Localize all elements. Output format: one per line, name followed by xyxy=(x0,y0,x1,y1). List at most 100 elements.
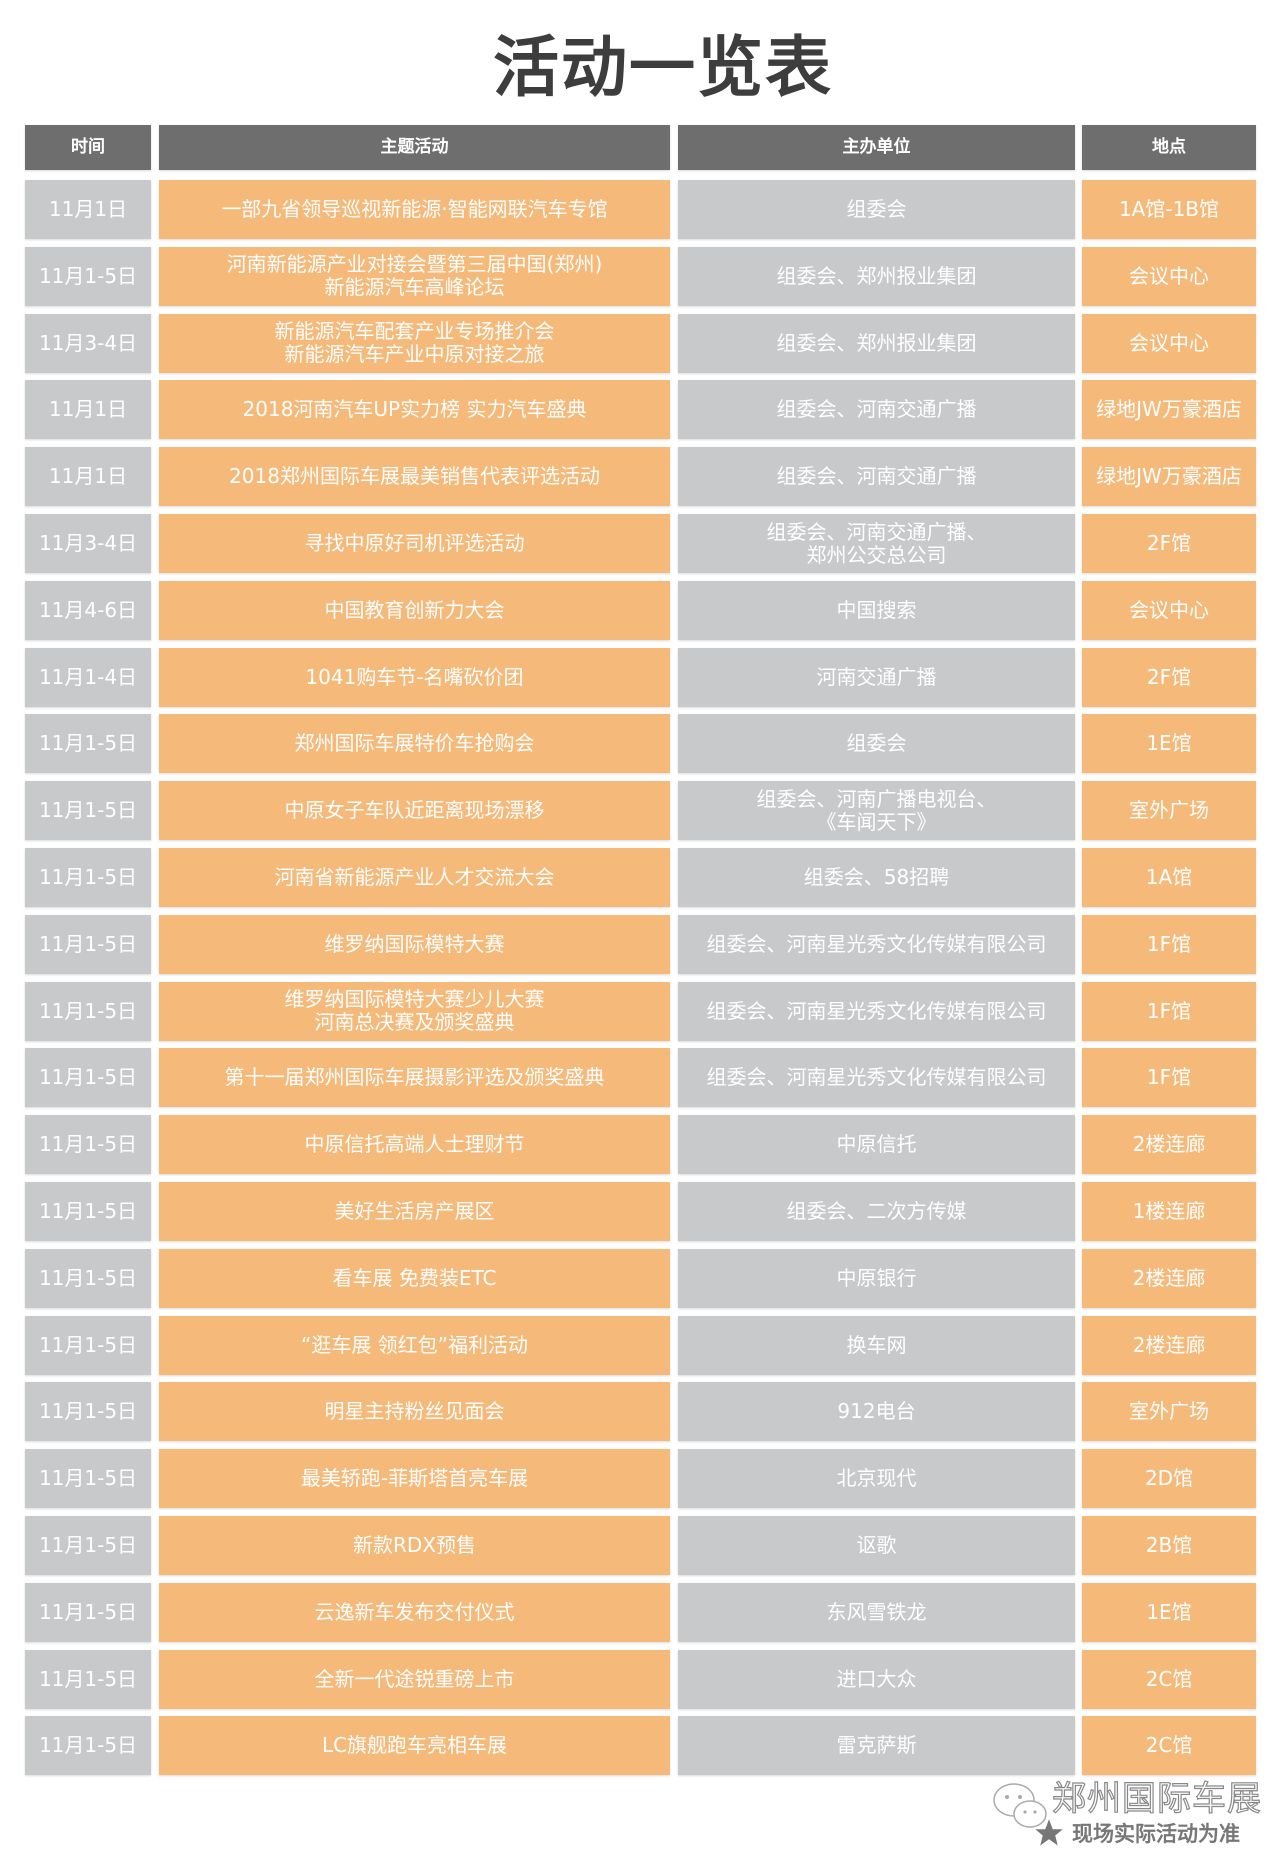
header-activity: 主题活动 xyxy=(159,125,670,170)
page-title: 活动一览表 xyxy=(493,29,833,106)
cell-venue: 2F馆 xyxy=(1082,647,1256,707)
cell-venue: 绿地JW万豪酒店 xyxy=(1082,380,1256,440)
wechat-icon xyxy=(993,1783,1047,1828)
cell-venue: 2楼连廊 xyxy=(1082,1248,1256,1308)
cell-organizer: 912电台 xyxy=(678,1382,1075,1442)
cell-time: 11月1-5日 xyxy=(25,1048,151,1108)
cell-venue: 1A馆 xyxy=(1082,848,1256,907)
cell-organizer: 组委会、二次方传媒 xyxy=(678,1182,1075,1241)
cell-time: 11月1-5日 xyxy=(25,914,151,974)
header-organizer: 主办单位 xyxy=(678,125,1075,170)
cell-venue: 会议中心 xyxy=(1082,246,1256,306)
cell-time: 11月1-5日 xyxy=(25,1115,151,1175)
cell-organizer: 组委会、河南星光秀文化传媒有限公司 xyxy=(678,914,1075,974)
cell-activity: 新款RDX预售 xyxy=(159,1516,670,1575)
cell-venue: 2楼连廊 xyxy=(1082,1315,1256,1375)
cell-activity: 全新一代途锐重磅上市 xyxy=(159,1649,670,1709)
watermark: 郑州国际车展 现场实际活动为准 xyxy=(990,1779,1280,1851)
cell-venue: 1F馆 xyxy=(1082,1048,1256,1108)
cell-time: 11月3-4日 xyxy=(25,514,151,573)
cell-activity: 2018河南汽车UP实力榜 实力汽车盛典 xyxy=(159,380,670,440)
cell-organizer: 北京现代 xyxy=(678,1449,1075,1509)
cell-activity: 中原信托高端人士理财节 xyxy=(159,1115,670,1175)
cell-organizer: 组委会、郑州报业集团 xyxy=(678,246,1075,306)
cell-activity: LC旗舰跑车亮相车展 xyxy=(159,1716,670,1776)
cell-organizer: 东风雪铁龙 xyxy=(678,1582,1075,1642)
cell-organizer: 中原银行 xyxy=(678,1248,1075,1308)
cell-activity: 1041购车节-名嘴砍价团 xyxy=(159,647,670,707)
cell-time: 11月1-5日 xyxy=(25,1182,151,1241)
cell-organizer: 组委会 xyxy=(678,180,1075,239)
cell-activity: 美好生活房产展区 xyxy=(159,1182,670,1241)
cell-time: 11月1-5日 xyxy=(25,848,151,907)
cell-organizer: 组委会、河南交通广播、 郑州公交总公司 xyxy=(678,514,1075,573)
header-time: 时间 xyxy=(25,125,151,170)
cell-organizer: 中原信托 xyxy=(678,1115,1075,1175)
cell-activity: “逛车展 领红包”福利活动 xyxy=(159,1315,670,1375)
cell-time: 11月1-5日 xyxy=(25,981,151,1041)
cell-activity: 云逸新车发布交付仪式 xyxy=(159,1582,670,1642)
cell-organizer: 雷克萨斯 xyxy=(678,1716,1075,1776)
cell-venue: 2楼连廊 xyxy=(1082,1115,1256,1175)
cell-venue: 1F馆 xyxy=(1082,981,1256,1041)
cell-time: 11月1-5日 xyxy=(25,781,151,841)
cell-time: 11月3-4日 xyxy=(25,313,151,373)
star-icon xyxy=(1035,1819,1063,1846)
cell-organizer: 中国搜索 xyxy=(678,580,1075,640)
cell-time: 11月4-6日 xyxy=(25,580,151,640)
cell-time: 11月1-5日 xyxy=(25,1382,151,1442)
cell-time: 11月1日 xyxy=(25,180,151,239)
cell-venue: 2C馆 xyxy=(1082,1649,1256,1709)
cell-organizer: 河南交通广播 xyxy=(678,647,1075,707)
header-venue: 地点 xyxy=(1082,125,1256,170)
cell-time: 11月1-5日 xyxy=(25,246,151,306)
cell-organizer: 组委会、河南广播电视台、 《车闻天下》 xyxy=(678,781,1075,841)
cell-activity: 中国教育创新力大会 xyxy=(159,580,670,640)
cell-organizer: 换车网 xyxy=(678,1315,1075,1375)
cell-activity: 维罗纳国际模特大赛少儿大赛 河南总决赛及颁奖盛典 xyxy=(159,981,670,1041)
cell-organizer: 组委会、河南交通广播 xyxy=(678,447,1075,507)
cell-activity: 河南省新能源产业人才交流大会 xyxy=(159,848,670,907)
cell-time: 11月1-5日 xyxy=(25,1582,151,1642)
cell-venue: 2D馆 xyxy=(1082,1449,1256,1509)
cell-venue: 室外广场 xyxy=(1082,1382,1256,1442)
cell-time: 11月1日 xyxy=(25,380,151,440)
cell-venue: 2B馆 xyxy=(1082,1516,1256,1575)
cell-venue: 2F馆 xyxy=(1082,514,1256,573)
cell-activity: 最美轿跑-菲斯塔首亮车展 xyxy=(159,1449,670,1509)
cell-activity: 2018郑州国际车展最美销售代表评选活动 xyxy=(159,447,670,507)
cell-time: 11月1-5日 xyxy=(25,1649,151,1709)
cell-venue: 1楼连廊 xyxy=(1082,1182,1256,1241)
cell-time: 11月1-4日 xyxy=(25,647,151,707)
cell-activity: 第十一届郑州国际车展摄影评选及颁奖盛典 xyxy=(159,1048,670,1108)
cell-organizer: 组委会、河南星光秀文化传媒有限公司 xyxy=(678,1048,1075,1108)
cell-time: 11月1-5日 xyxy=(25,1248,151,1308)
cell-activity: 一部九省领导巡视新能源·智能网联汽车专馆 xyxy=(159,180,670,239)
cell-organizer: 组委会 xyxy=(678,714,1075,774)
cell-venue: 1E馆 xyxy=(1082,714,1256,774)
cell-organizer: 组委会、河南星光秀文化传媒有限公司 xyxy=(678,981,1075,1041)
cell-time: 11月1-5日 xyxy=(25,1449,151,1509)
cell-venue: 1E馆 xyxy=(1082,1582,1256,1642)
cell-venue: 1F馆 xyxy=(1082,914,1256,974)
cell-time: 11月1-5日 xyxy=(25,1516,151,1575)
cell-organizer: 组委会、58招聘 xyxy=(678,848,1075,907)
cell-activity: 河南新能源产业对接会暨第三届中国(郑州) 新能源汽车高峰论坛 xyxy=(159,246,670,306)
watermark-title: 郑州国际车展 xyxy=(1051,1779,1262,1819)
cell-time: 11月1日 xyxy=(25,447,151,507)
cell-activity: 寻找中原好司机评选活动 xyxy=(159,514,670,573)
cell-venue: 2C馆 xyxy=(1082,1716,1256,1776)
cell-activity: 中原女子车队近距离现场漂移 xyxy=(159,781,670,841)
cell-time: 11月1-5日 xyxy=(25,714,151,774)
cell-organizer: 讴歌 xyxy=(678,1516,1075,1575)
cell-organizer: 进口大众 xyxy=(678,1649,1075,1709)
cell-activity: 郑州国际车展特价车抢购会 xyxy=(159,714,670,774)
watermark-subtitle: 现场实际活动为准 xyxy=(1072,1822,1240,1846)
cell-organizer: 组委会、郑州报业集团 xyxy=(678,313,1075,373)
cell-venue: 室外广场 xyxy=(1082,781,1256,841)
cell-activity: 看车展 免费装ETC xyxy=(159,1248,670,1308)
cell-activity: 新能源汽车配套产业专场推介会 新能源汽车产业中原对接之旅 xyxy=(159,313,670,373)
cell-activity: 明星主持粉丝见面会 xyxy=(159,1382,670,1442)
cell-time: 11月1-5日 xyxy=(25,1315,151,1375)
cell-venue: 会议中心 xyxy=(1082,313,1256,373)
